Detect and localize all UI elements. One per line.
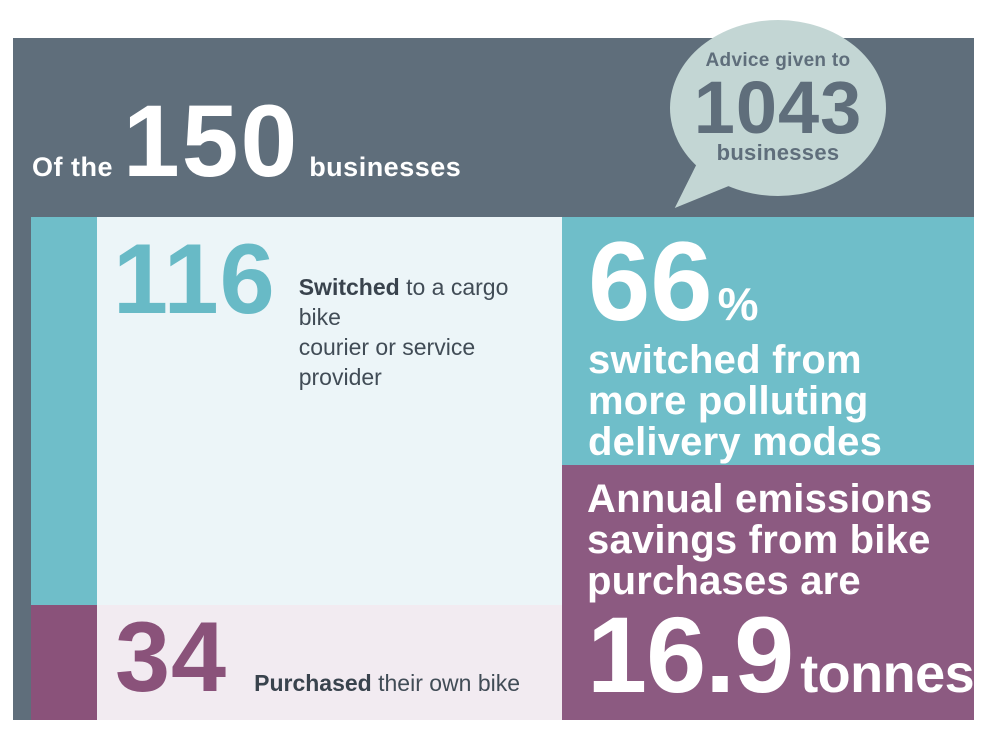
emissions-text: Annual emissions savings from bike purch…	[587, 477, 933, 604]
purchased-keyword: Purchased	[254, 670, 372, 696]
switched-panel: 116 Switched to a cargo bike courier or …	[97, 217, 562, 605]
emissions-box: Annual emissions savings from bike purch…	[562, 465, 975, 720]
purchased-panel: 34 Purchased their own bike	[97, 605, 562, 720]
speech-bubble-content: Advice given to 1043 businesses	[670, 20, 886, 196]
mode-shift-text: switched from more polluting delivery mo…	[588, 338, 883, 465]
purchased-description-rest: their own bike	[371, 670, 521, 696]
switched-keyword: Switched	[298, 274, 400, 300]
purchased-bar-segment	[31, 605, 97, 720]
advice-given-count: 1043	[693, 66, 863, 149]
header-suffix: businesses	[309, 152, 462, 182]
percent-sign: %	[717, 278, 759, 330]
mode-shift-value-row: 66 %	[588, 219, 956, 344]
header-total-businesses: 150	[123, 84, 300, 198]
header-title: Of the 150 businesses	[32, 84, 462, 198]
switched-count: 116	[113, 223, 276, 334]
mode-shift-percentage: 66	[588, 219, 713, 344]
switched-description: Switched to a cargo bike courier or serv…	[299, 273, 542, 605]
switched-bar-segment	[31, 217, 97, 605]
emissions-value: 16.9	[587, 593, 794, 715]
advice-given-label: Advice given to	[705, 50, 851, 71]
speech-bubble: Advice given to 1043 businesses	[670, 20, 886, 208]
switched-description-rest: to a cargo bike courier or service provi…	[298, 274, 509, 390]
mode-shift-box: 66 % switched from more polluting delive…	[562, 217, 974, 465]
advice-businesses-label: businesses	[716, 140, 840, 165]
purchased-description: Purchased their own bike	[254, 669, 520, 699]
emissions-value-row: 16.9 tonnes	[587, 593, 975, 715]
purchased-count: 34	[115, 601, 228, 712]
emissions-unit: tonnes	[800, 643, 975, 704]
speech-bubble-body	[670, 20, 886, 196]
header-prefix: Of the	[32, 152, 113, 182]
